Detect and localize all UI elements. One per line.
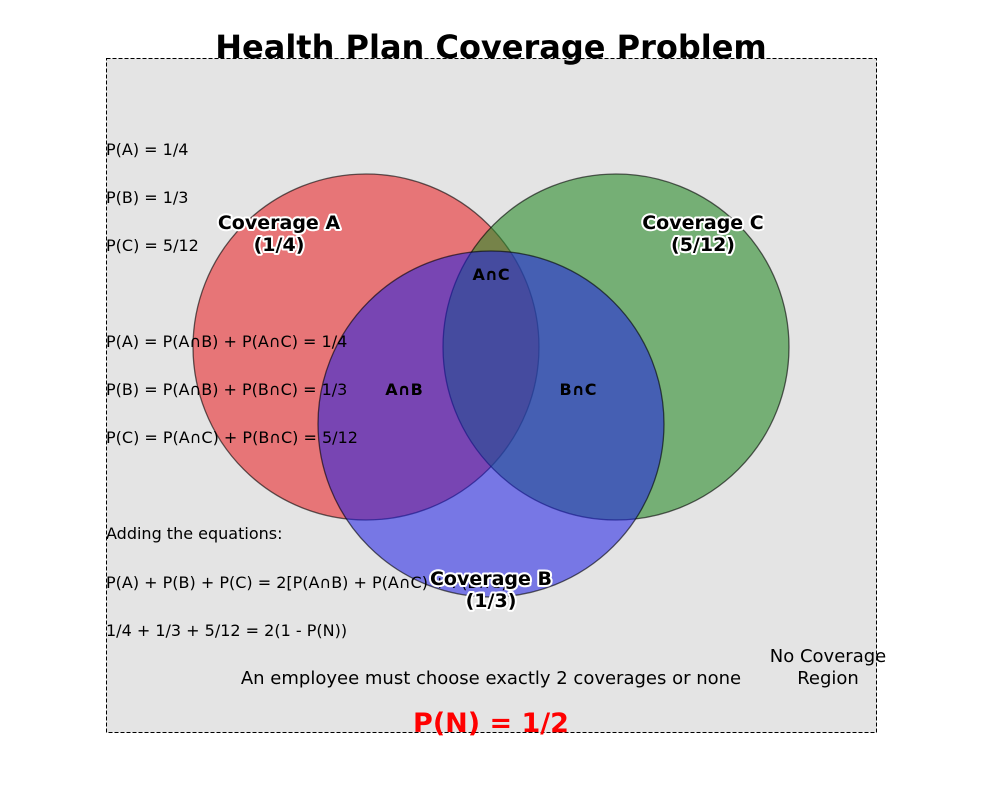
region-a-and-b-label: A∩B xyxy=(385,380,423,399)
derivation-value-equation: 1/4 + 1/3 + 5/12 = 2(1 - P(N)) xyxy=(106,621,347,640)
relation-p-a: P(A) = P(A∩B) + P(A∩C) = 1/4 xyxy=(106,332,347,351)
diagram-title: Health Plan Coverage Problem xyxy=(215,28,767,66)
coverage-c-probability: (5/12) xyxy=(671,234,735,256)
given-p-b: P(B) = 1/3 xyxy=(106,188,188,207)
coverage-b-probability: (1/3) xyxy=(466,590,517,612)
coverage-a-probability: (1/4) xyxy=(254,234,305,256)
region-a-and-c-label: A∩C xyxy=(472,265,509,284)
relation-p-b: P(B) = P(A∩B) + P(B∩C) = 1/3 xyxy=(106,380,347,399)
coverage-a-label: Coverage A xyxy=(218,212,341,234)
derivation-sum-equation: P(A) + P(B) + P(C) = 2[P(A∩B) + P(A∩C) +… xyxy=(106,573,514,592)
no-coverage-label-line2: Region xyxy=(797,668,859,689)
no-coverage-label-line1: No Coverage xyxy=(770,646,886,667)
constraint-note: An employee must choose exactly 2 covera… xyxy=(241,668,741,689)
derivation-heading: Adding the equations: xyxy=(106,524,282,543)
given-p-c: P(C) = 5/12 xyxy=(106,236,199,255)
relation-p-c: P(C) = P(A∩C) + P(B∩C) = 5/12 xyxy=(106,428,358,447)
region-b-and-c-label: B∩C xyxy=(560,380,597,399)
given-p-a: P(A) = 1/4 xyxy=(106,140,188,159)
coverage-b-label: Coverage B xyxy=(430,568,552,590)
result-probability: P(N) = 1/2 xyxy=(413,708,569,739)
coverage-b-circle xyxy=(317,250,665,598)
coverage-c-label: Coverage C xyxy=(642,212,764,234)
